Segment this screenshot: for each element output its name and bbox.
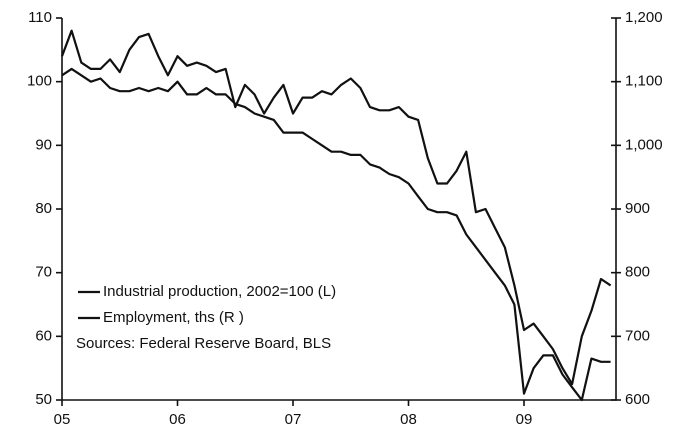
- x-tick-label: 08: [400, 411, 417, 428]
- y-tick-label: 80: [35, 200, 52, 217]
- y2-tick-label: 1,200: [625, 9, 663, 26]
- y2-tick-label: 700: [625, 327, 650, 344]
- legend-label: Industrial production, 2002=100 (L): [103, 283, 336, 300]
- y2-tick-label: 1,100: [625, 73, 663, 90]
- y2-tick-label: 900: [625, 200, 650, 217]
- y2-tick-label: 1,000: [625, 136, 663, 153]
- series-line: [61, 67, 611, 402]
- y2-tick-label: 800: [625, 264, 650, 281]
- annotation: Sources: Federal Reserve Board, BLS: [76, 335, 331, 352]
- y-tick-label: 70: [35, 264, 52, 281]
- x-tick-label: 09: [516, 411, 533, 428]
- legend-label: Employment, ths (R ): [103, 309, 244, 326]
- y-tick-label: 60: [35, 327, 52, 344]
- series-line: [60, 29, 612, 386]
- y-tick-label: 100: [27, 73, 52, 90]
- y-tick-label: 90: [35, 136, 52, 153]
- x-tick-label: 06: [169, 411, 186, 428]
- y2-tick-label: 600: [625, 391, 650, 408]
- y-tick-label: 110: [28, 9, 52, 26]
- x-tick-label: 05: [54, 411, 71, 428]
- y-tick-label: 50: [35, 391, 52, 408]
- x-tick-label: 07: [285, 411, 302, 428]
